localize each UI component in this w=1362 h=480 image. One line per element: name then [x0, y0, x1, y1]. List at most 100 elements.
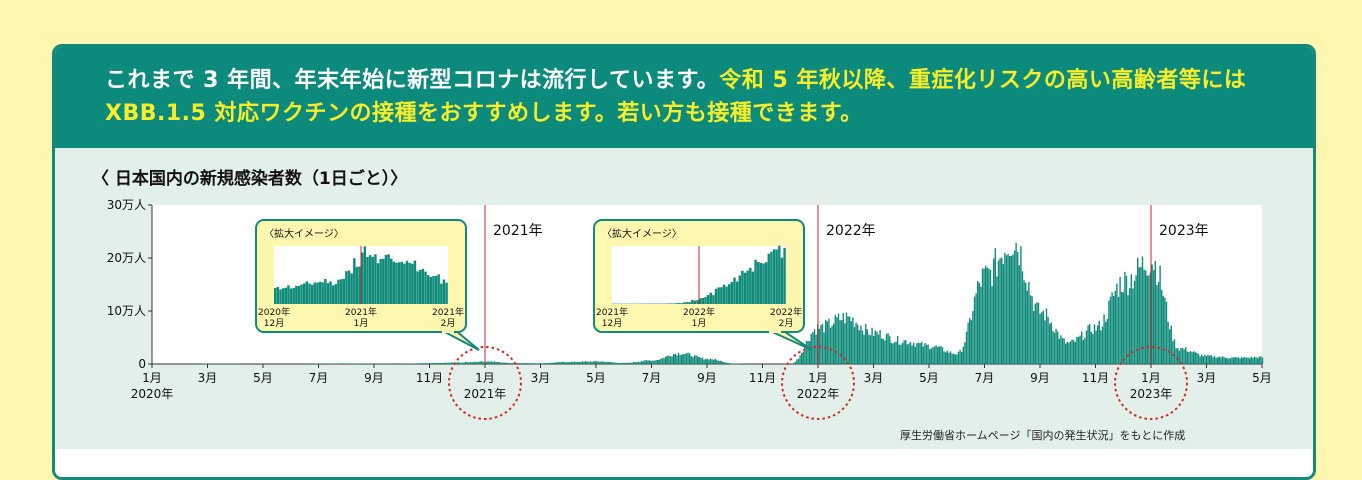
- inset-bar: [715, 289, 717, 304]
- inset-bar: [778, 246, 780, 304]
- daily-bar: [860, 325, 861, 364]
- daily-bar: [1251, 357, 1252, 364]
- daily-bar: [942, 347, 943, 364]
- daily-bar: [1228, 358, 1229, 364]
- daily-bar: [849, 317, 850, 364]
- daily-bar: [465, 362, 466, 364]
- daily-bar: [356, 363, 357, 364]
- daily-bar: [1159, 265, 1160, 364]
- daily-bar: [507, 363, 508, 364]
- daily-bar: [452, 362, 453, 364]
- daily-bar: [841, 320, 842, 364]
- daily-bar: [1201, 355, 1202, 364]
- daily-bar: [550, 363, 551, 364]
- inset-bar: [335, 284, 337, 304]
- daily-bar: [620, 363, 621, 364]
- daily-bar: [1014, 250, 1015, 364]
- daily-bar: [873, 336, 874, 364]
- daily-bar: [1236, 357, 1237, 364]
- daily-bar: [527, 363, 528, 364]
- daily-bar: [865, 324, 866, 364]
- daily-bar: [707, 359, 708, 364]
- inset-bar: [762, 263, 764, 304]
- inset-bar: [746, 270, 748, 304]
- daily-bar: [511, 363, 512, 364]
- inset-bar: [306, 281, 308, 304]
- daily-bar: [1222, 356, 1223, 364]
- daily-bar: [927, 345, 928, 364]
- daily-bar: [700, 358, 701, 364]
- daily-bar: [547, 363, 548, 364]
- daily-bar: [444, 363, 445, 364]
- daily-bar: [639, 362, 640, 364]
- daily-bar: [1246, 358, 1247, 364]
- daily-bar: [563, 362, 564, 364]
- daily-bar: [839, 320, 840, 364]
- inset-bar: [683, 302, 685, 304]
- daily-bar: [879, 330, 880, 364]
- daily-bar: [1118, 297, 1119, 364]
- daily-bar: [1239, 359, 1240, 364]
- inset-bar: [728, 284, 730, 304]
- daily-bar: [1060, 335, 1061, 364]
- daily-bar: [1019, 265, 1020, 364]
- daily-bar: [967, 323, 968, 364]
- inset-bar: [741, 271, 743, 304]
- daily-bar: [1099, 321, 1100, 364]
- inset-bar: [366, 257, 368, 304]
- daily-bar: [647, 360, 648, 364]
- inset-tick-label: 12月: [602, 318, 622, 329]
- daily-bar: [519, 363, 520, 364]
- daily-bar: [1097, 325, 1098, 364]
- daily-bar: [1091, 332, 1092, 364]
- inset-bar: [416, 271, 418, 304]
- daily-bar: [1087, 325, 1088, 364]
- inset-pointer-join: [769, 329, 781, 333]
- daily-bar: [591, 362, 592, 364]
- x-tick-label: 7月: [642, 371, 662, 385]
- daily-bar: [987, 268, 988, 364]
- daily-bar: [684, 354, 685, 364]
- daily-bar: [580, 362, 581, 364]
- daily-bar: [422, 363, 423, 364]
- daily-bar: [467, 362, 468, 364]
- daily-bar: [1190, 351, 1191, 364]
- daily-bar: [905, 340, 906, 364]
- daily-bar: [963, 347, 964, 364]
- daily-bar: [1137, 258, 1138, 364]
- daily-bar: [983, 269, 984, 364]
- daily-bar: [494, 361, 495, 364]
- daily-bar: [1174, 339, 1175, 364]
- daily-bar: [1126, 276, 1127, 364]
- daily-bar: [1036, 302, 1037, 364]
- daily-bar: [1139, 267, 1140, 364]
- inset-bar: [350, 273, 352, 304]
- daily-bar: [886, 334, 887, 364]
- daily-bar: [676, 355, 677, 364]
- daily-bar: [423, 363, 424, 364]
- inset-bar: [757, 262, 759, 304]
- daily-bar: [1033, 311, 1034, 364]
- daily-bar: [430, 363, 431, 364]
- inset-bar: [765, 262, 767, 304]
- daily-bar: [1054, 333, 1055, 364]
- daily-bar: [569, 362, 570, 364]
- inset-bar: [749, 268, 751, 304]
- daily-bar: [1110, 297, 1111, 364]
- daily-bar: [447, 363, 448, 364]
- daily-bar: [665, 357, 666, 364]
- daily-bar: [1047, 317, 1048, 364]
- daily-bar: [806, 341, 807, 364]
- daily-bar: [540, 363, 541, 364]
- daily-bar: [724, 362, 725, 364]
- daily-bar: [459, 362, 460, 364]
- daily-bar: [1100, 330, 1101, 364]
- daily-bar: [1076, 337, 1077, 364]
- daily-bar: [1030, 295, 1031, 364]
- daily-bar: [481, 361, 482, 364]
- daily-bar: [679, 355, 680, 364]
- daily-bar: [1134, 281, 1135, 364]
- inset-bar: [285, 288, 287, 304]
- daily-bar: [977, 281, 978, 364]
- daily-bar: [727, 363, 728, 364]
